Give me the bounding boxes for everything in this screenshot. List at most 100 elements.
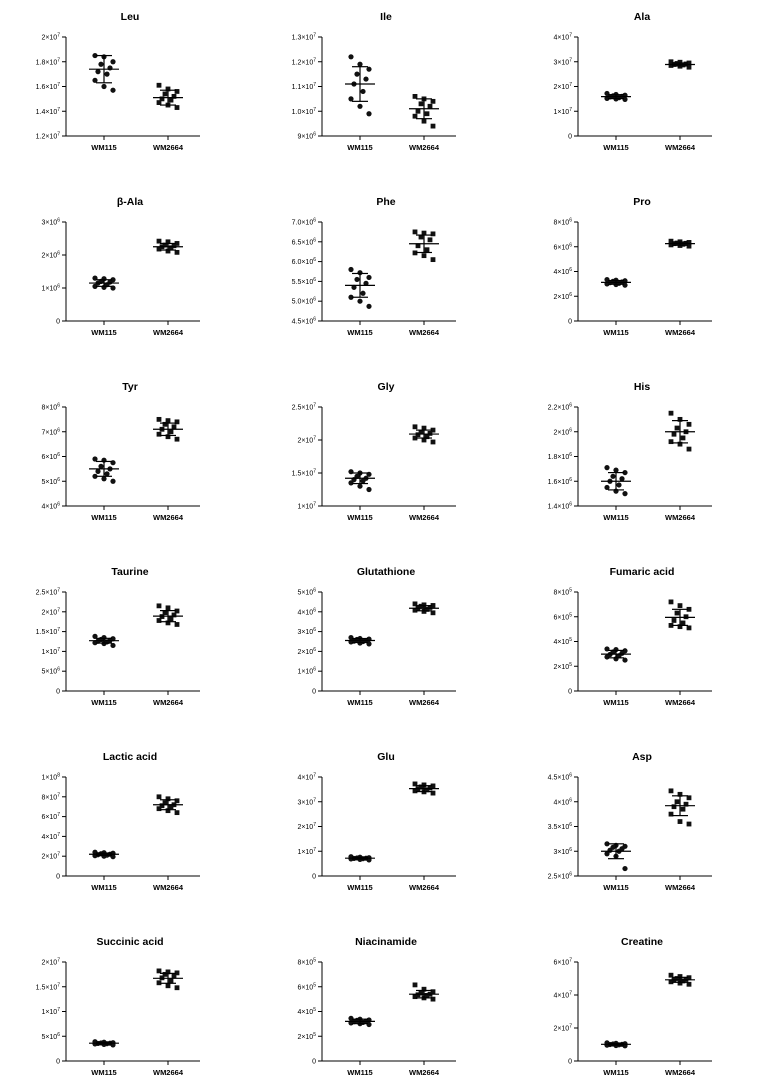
chart-panel-14: Asp 2.5×106 3×106 3.5×106 4×106 4.5×106 WM115 W… — [548, 751, 712, 892]
data-point-wm2664 — [412, 781, 418, 787]
data-point-wm2664 — [174, 608, 180, 614]
data-point-wm2664 — [668, 410, 674, 416]
y-tick-label: 5×106 — [41, 1032, 60, 1041]
data-point-wm2664 — [412, 607, 418, 613]
x-tick-label-wm2664: WM2664 — [665, 328, 696, 337]
x-tick-label-wm2664: WM2664 — [153, 513, 184, 522]
y-tick-label: 1.5×107 — [36, 982, 61, 991]
data-point-wm2664 — [430, 989, 436, 995]
y-tick-label: 2×105 — [297, 1032, 316, 1041]
chart-panel-12: Lactic acid 0 2×107 4×107 6×107 8×107 1×108 WM1… — [41, 751, 200, 892]
data-point-wm115 — [354, 473, 360, 479]
y-tick-label: 0 — [568, 1059, 572, 1066]
x-tick-label-wm115: WM115 — [347, 143, 372, 152]
data-point-wm2664 — [668, 59, 674, 65]
y-tick-label: 4.5×106 — [292, 317, 317, 326]
x-tick-label-wm115: WM115 — [603, 513, 628, 522]
x-tick-label-wm2664: WM2664 — [409, 513, 440, 522]
y-tick-label: 6.0×106 — [292, 257, 317, 266]
y-tick-label: 6×105 — [297, 982, 316, 991]
y-tick-label: 1.1×107 — [292, 82, 317, 91]
data-point-wm2664 — [427, 431, 433, 436]
data-point-wm2664 — [424, 434, 430, 440]
chart-panel-9: Taurine 0 5×106 1×107 1.5×107 2×107 2.5×107 WM1… — [36, 566, 200, 707]
data-point-wm115 — [92, 640, 98, 646]
data-point-wm2664 — [668, 242, 674, 248]
data-point-wm115 — [622, 282, 628, 288]
data-point-wm2664 — [421, 602, 427, 608]
data-point-wm2664 — [156, 618, 162, 623]
data-point-wm2664 — [686, 625, 692, 631]
data-point-wm2664 — [430, 996, 436, 1002]
y-tick-label: 3×107 — [553, 57, 572, 66]
data-point-wm2664 — [171, 94, 177, 99]
x-tick-label-wm115: WM115 — [91, 328, 116, 337]
data-point-wm2664 — [674, 425, 680, 431]
x-tick-label-wm2664: WM2664 — [153, 143, 184, 152]
data-point-wm115 — [366, 303, 372, 309]
y-tick-label: 4.5×106 — [548, 773, 573, 782]
y-tick-label: 3×106 — [41, 218, 60, 227]
data-point-wm2664 — [174, 105, 180, 110]
chart-panel-10: Glutathione 0 1×106 2×106 3×106 4×106 5×106 WM1… — [297, 566, 456, 707]
data-point-wm2664 — [174, 810, 180, 816]
data-point-wm2664 — [668, 599, 674, 605]
data-point-wm2664 — [415, 243, 421, 249]
data-point-wm2664 — [156, 980, 162, 986]
data-point-wm115 — [354, 71, 360, 77]
data-point-wm2664 — [683, 614, 689, 620]
data-point-wm2664 — [412, 94, 418, 99]
y-tick-label: 2×107 — [41, 958, 60, 967]
x-tick-label-wm115: WM115 — [347, 698, 372, 707]
data-point-wm2664 — [159, 803, 165, 809]
data-point-wm115 — [92, 633, 98, 639]
chart-title: Pro — [633, 196, 651, 208]
y-tick-label: 1×107 — [41, 647, 60, 656]
y-tick-label: 4×107 — [297, 773, 316, 782]
data-point-wm2664 — [674, 240, 680, 246]
data-point-wm115 — [366, 111, 372, 117]
data-point-wm115 — [92, 456, 98, 462]
data-point-wm2664 — [680, 435, 686, 441]
y-tick-label: 1×107 — [553, 107, 572, 116]
data-point-wm2664 — [168, 616, 174, 622]
y-tick-label: 8×105 — [553, 588, 572, 597]
data-point-wm2664 — [412, 788, 418, 794]
data-point-wm2664 — [412, 113, 418, 119]
data-point-wm115 — [604, 484, 610, 491]
data-point-wm2664 — [174, 89, 180, 94]
chart-title: His — [634, 381, 651, 393]
x-tick-label-wm2664: WM2664 — [153, 1068, 184, 1077]
data-point-wm2664 — [412, 229, 418, 235]
chart-panel-7: Gly 1×107 1.5×107 2×107 2.5×107 WM115 WM2664 — [292, 381, 456, 522]
chart-title: Niacinamide — [355, 936, 417, 948]
data-point-wm2664 — [171, 612, 177, 618]
data-point-wm2664 — [159, 96, 165, 102]
data-point-wm2664 — [677, 441, 683, 447]
data-point-wm115 — [98, 463, 104, 469]
data-point-wm2664 — [165, 248, 171, 254]
data-point-wm2664 — [668, 63, 674, 68]
data-point-wm2664 — [171, 973, 177, 979]
x-tick-label-wm2664: WM2664 — [409, 1068, 440, 1077]
data-point-wm115 — [360, 290, 366, 296]
data-point-wm2664 — [162, 91, 168, 97]
data-point-wm2664 — [421, 425, 427, 431]
y-tick-label: 7.0×106 — [292, 218, 317, 227]
data-point-wm115 — [98, 61, 104, 67]
chart-title: Phe — [376, 196, 395, 208]
data-point-wm115 — [360, 88, 366, 95]
data-point-wm2664 — [430, 610, 436, 616]
y-tick-label: 1.6×107 — [36, 82, 61, 91]
y-tick-label: 1×108 — [41, 773, 60, 782]
data-point-wm2664 — [174, 419, 180, 425]
data-point-wm2664 — [421, 782, 427, 788]
data-point-wm115 — [357, 483, 363, 489]
data-point-wm115 — [348, 480, 354, 486]
data-point-wm2664 — [165, 434, 171, 440]
data-point-wm115 — [622, 657, 628, 663]
x-tick-label-wm2664: WM2664 — [665, 698, 696, 707]
y-tick-label: 5×106 — [297, 588, 316, 597]
y-tick-label: 2.5×107 — [36, 588, 61, 597]
data-point-wm2664 — [680, 978, 686, 984]
